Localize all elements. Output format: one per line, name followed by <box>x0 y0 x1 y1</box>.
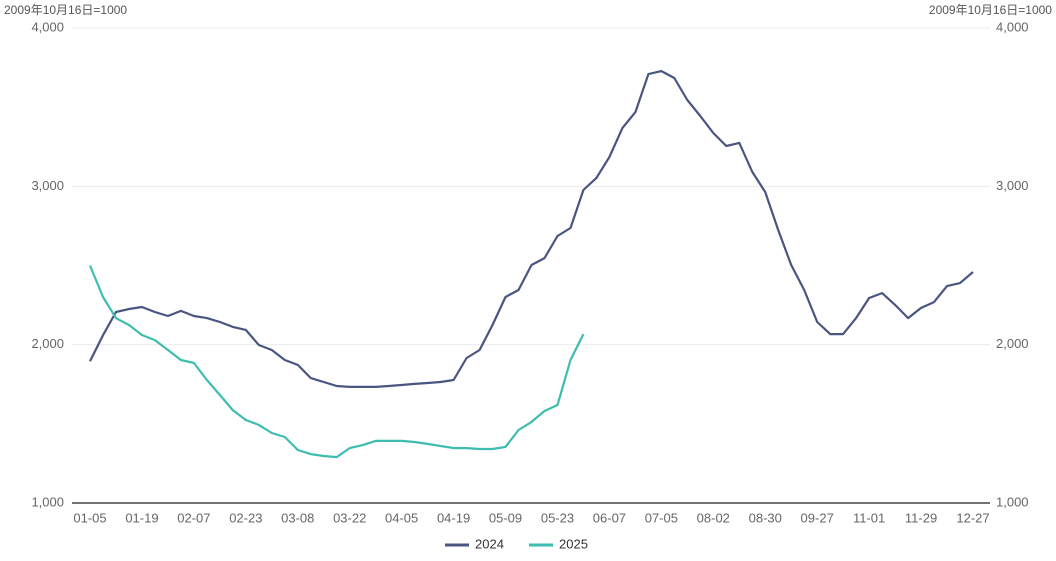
x-tick-label: 02-07 <box>177 510 210 525</box>
y-tick-label: 3,000 <box>31 178 64 193</box>
x-tick-label: 01-19 <box>125 510 158 525</box>
y-tick-label: 1,000 <box>31 494 64 509</box>
y-axis-label: 2009年10月16日=1000 <box>4 3 127 17</box>
x-tick-label: 03-22 <box>333 510 366 525</box>
y2-tick-label: 3,000 <box>996 178 1029 193</box>
x-tick-label: 05-09 <box>489 510 522 525</box>
y2-tick-label: 1,000 <box>996 494 1029 509</box>
series-line <box>89 70 974 388</box>
x-tick-label: 02-23 <box>229 510 262 525</box>
x-tick-label: 11-01 <box>853 510 885 525</box>
x-tick-label: 05-23 <box>541 510 574 525</box>
x-tick-label: 04-05 <box>385 510 418 525</box>
x-tick-label: 03-08 <box>281 510 314 525</box>
x-tick-label: 08-30 <box>749 510 782 525</box>
y2-axis-label: 2009年10月16日=1000 <box>929 3 1052 17</box>
x-tick-label: 09-27 <box>801 510 834 525</box>
x-tick-label: 04-19 <box>437 510 470 525</box>
y2-tick-label: 2,000 <box>996 336 1029 351</box>
legend-label: 2025 <box>559 536 588 551</box>
x-tick-label: 12-27 <box>956 510 989 525</box>
series-line <box>88 265 585 459</box>
x-tick-label: 07-05 <box>645 510 678 525</box>
y-tick-label: 4,000 <box>31 19 64 34</box>
y-tick-label: 2,000 <box>31 336 64 351</box>
x-tick-label: 08-02 <box>697 510 730 525</box>
y2-tick-label: 4,000 <box>996 19 1029 34</box>
x-tick-label: 11-29 <box>905 510 937 525</box>
x-tick-label: 01-05 <box>73 510 106 525</box>
legend-label: 2024 <box>475 536 504 551</box>
x-tick-label: 06-07 <box>593 510 626 525</box>
